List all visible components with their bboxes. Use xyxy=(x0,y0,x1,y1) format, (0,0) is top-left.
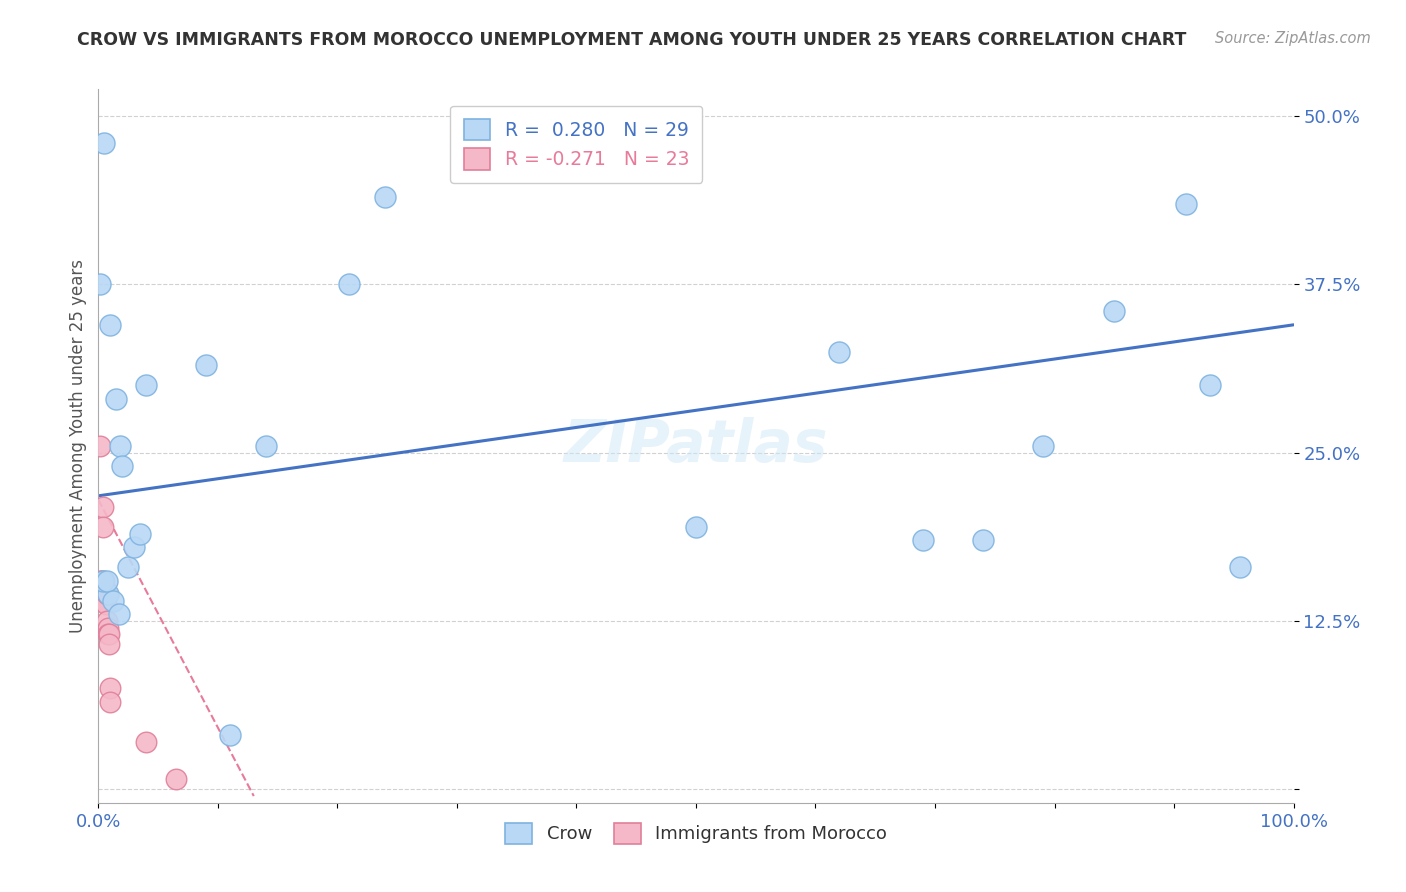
Point xyxy=(108,439,131,453)
Text: CROW VS IMMIGRANTS FROM MOROCCO UNEMPLOYMENT AMONG YOUTH UNDER 25 YEARS CORRELAT: CROW VS IMMIGRANTS FROM MOROCCO UNEMPLOY… xyxy=(77,31,1187,49)
Point xyxy=(101,594,124,608)
Point xyxy=(339,277,361,292)
Point xyxy=(124,540,146,554)
Point xyxy=(1199,378,1222,392)
Point xyxy=(93,583,115,598)
Point xyxy=(828,344,851,359)
Point xyxy=(98,318,122,332)
Point xyxy=(96,574,118,588)
Point xyxy=(94,597,117,611)
Point xyxy=(98,681,122,696)
Point xyxy=(972,533,994,548)
Point xyxy=(911,533,934,548)
Point xyxy=(91,574,114,588)
Point xyxy=(89,277,111,292)
Point xyxy=(91,583,114,598)
Point xyxy=(89,439,111,453)
Point xyxy=(89,574,111,588)
Point xyxy=(93,574,115,588)
Point xyxy=(117,560,139,574)
Point xyxy=(111,459,134,474)
Text: Source: ZipAtlas.com: Source: ZipAtlas.com xyxy=(1215,31,1371,46)
Point xyxy=(93,136,115,150)
Point xyxy=(96,587,118,601)
Point xyxy=(1175,196,1198,211)
Point xyxy=(90,587,112,601)
Point xyxy=(97,621,120,635)
Point xyxy=(165,772,187,786)
Point xyxy=(91,520,114,534)
Point xyxy=(91,500,114,514)
Point xyxy=(129,526,152,541)
Point xyxy=(135,378,157,392)
Point xyxy=(90,574,112,588)
Point xyxy=(98,637,121,651)
Legend: Crow, Immigrants from Morocco: Crow, Immigrants from Morocco xyxy=(494,812,898,855)
Point xyxy=(1032,439,1054,453)
Point xyxy=(254,439,277,453)
Point xyxy=(135,735,157,749)
Point xyxy=(97,587,120,601)
Point xyxy=(195,358,218,372)
Point xyxy=(98,627,121,641)
Point xyxy=(97,627,120,641)
Point xyxy=(94,583,117,598)
Point xyxy=(1104,304,1126,318)
Point xyxy=(219,729,242,743)
Point xyxy=(374,190,396,204)
Y-axis label: Unemployment Among Youth under 25 years: Unemployment Among Youth under 25 years xyxy=(69,259,87,633)
Point xyxy=(107,607,129,622)
Point xyxy=(91,574,114,588)
Point xyxy=(105,392,128,406)
Text: ZIPatlas: ZIPatlas xyxy=(564,417,828,475)
Point xyxy=(96,614,118,628)
Point xyxy=(685,520,707,534)
Point xyxy=(98,695,122,709)
Point xyxy=(91,594,114,608)
Point xyxy=(1229,560,1251,574)
